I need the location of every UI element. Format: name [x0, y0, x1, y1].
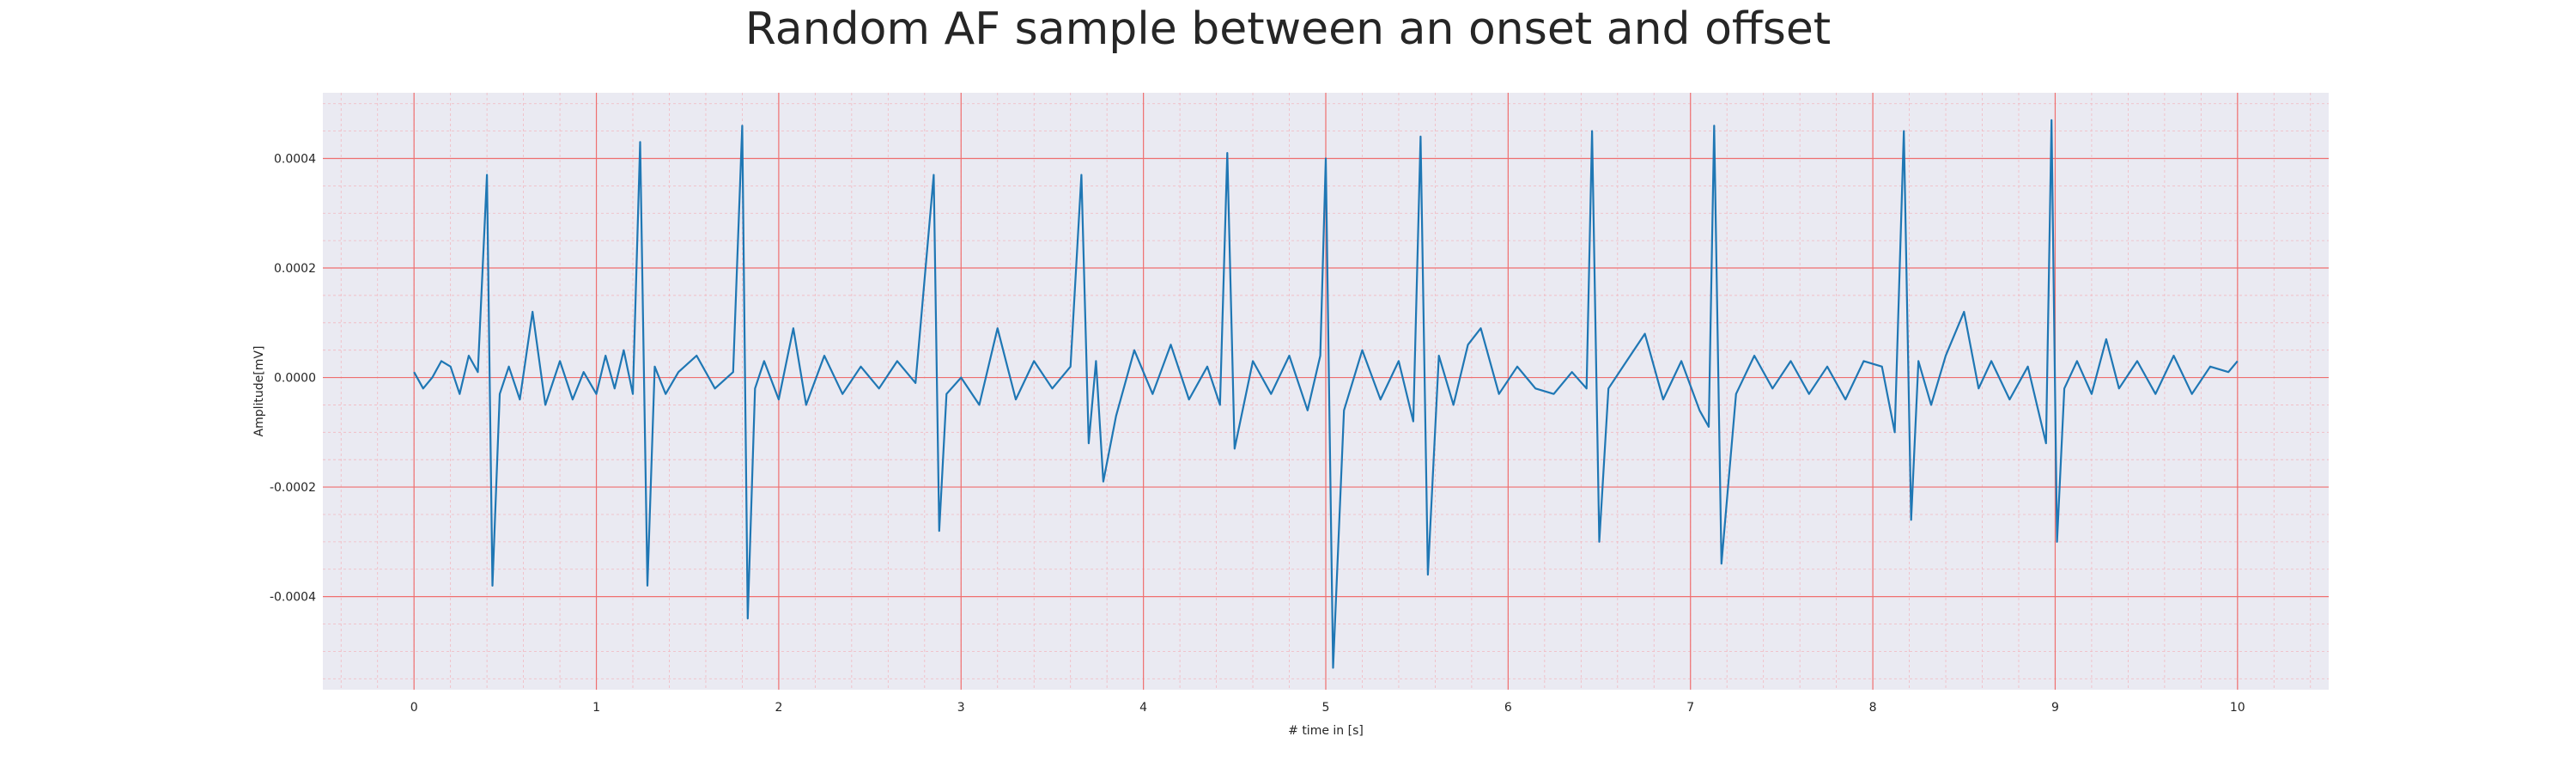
x-tick-label: 0 [410, 701, 418, 715]
minor-grid [323, 93, 2329, 690]
y-tick-labels: 0.0004 0.0002 0.0000 -0.0002 -0.0004 [270, 153, 316, 605]
x-tick-label: 10 [2230, 701, 2245, 715]
y-tick-label: -0.0004 [270, 591, 316, 605]
y-tick-label: 0.0000 [274, 372, 316, 386]
x-tick-label: 6 [1504, 701, 1512, 715]
x-tick-label: 9 [2051, 701, 2059, 715]
x-tick-label: 2 [775, 701, 782, 715]
chart-title: Random AF sample between an onset and of… [744, 3, 1832, 55]
x-tick-label: 8 [1869, 701, 1877, 715]
y-tick-label: 0.0002 [274, 262, 316, 276]
x-tick-labels: 0 1 2 3 4 5 6 7 8 9 10 [410, 701, 2245, 715]
y-tick-label: -0.0002 [270, 481, 316, 495]
x-tick-label: 7 [1686, 701, 1694, 715]
x-axis-label: # time in [s] [1288, 724, 1364, 738]
x-tick-label: 3 [957, 701, 965, 715]
series-line [413, 119, 2239, 669]
x-tick-label: 4 [1139, 701, 1147, 715]
y-tick-label: 0.0004 [274, 153, 316, 167]
y-axis-label: Amplitude[mV] [252, 346, 266, 437]
major-grid [323, 93, 2329, 690]
x-tick-label: 5 [1322, 701, 1330, 715]
x-tick-label: 1 [592, 701, 600, 715]
